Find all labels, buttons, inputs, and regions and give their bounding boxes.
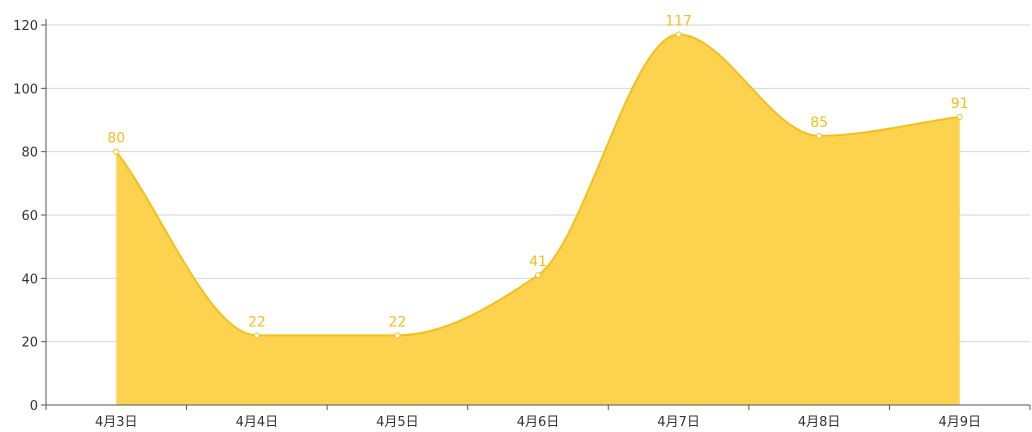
data-label: 22 (248, 314, 266, 330)
x-tick-label: 4月9日 (938, 415, 981, 430)
series-line (115, 33, 960, 337)
data-point[interactable] (394, 332, 401, 339)
y-tick-label: 80 (21, 146, 38, 161)
data-label: 91 (951, 96, 969, 112)
y-tick-label: 0 (30, 399, 38, 414)
x-tick-label: 4月4日 (236, 415, 279, 430)
data-label: 80 (107, 131, 125, 147)
y-tick-label: 60 (21, 209, 38, 224)
y-tick-label: 40 (21, 272, 38, 287)
data-point[interactable] (675, 31, 682, 38)
data-points (113, 31, 963, 339)
data-label: 22 (389, 314, 407, 330)
y-tick-label: 20 (21, 336, 38, 351)
x-tick-label: 4月3日 (95, 415, 138, 430)
axes: 0 20 40 60 80 100 120 4月3日 4月4日 4月5日 4月6日 4月7日 4月8日 4… (13, 19, 1031, 430)
data-point[interactable] (113, 148, 120, 155)
data-point[interactable] (253, 332, 260, 339)
data-point[interactable] (956, 113, 963, 120)
x-tick-label: 4月5日 (376, 415, 419, 430)
data-point[interactable] (816, 132, 823, 139)
data-labels: 80 22 22 41 117 85 91 (107, 14, 968, 331)
x-tick-label: 4月7日 (657, 415, 700, 430)
y-tick-label: 120 (13, 19, 38, 34)
data-point[interactable] (535, 272, 541, 279)
x-tick-label: 4月6日 (517, 415, 560, 430)
y-tick-label: 100 (13, 82, 38, 97)
area-fill (116, 34, 960, 405)
data-label: 117 (665, 14, 692, 30)
data-label: 85 (810, 115, 828, 131)
data-label: 41 (529, 254, 547, 270)
x-tick-label: 4月8日 (798, 415, 841, 430)
area-series (115, 33, 960, 405)
